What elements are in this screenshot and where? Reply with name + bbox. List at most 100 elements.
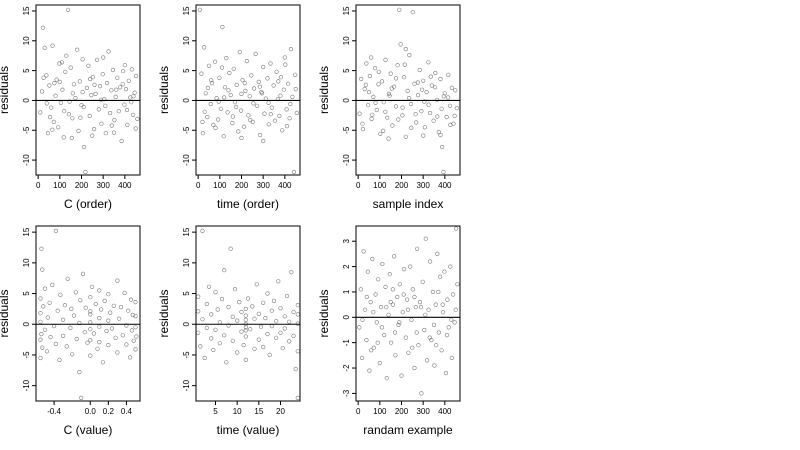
data-point bbox=[375, 340, 380, 345]
x-tick-label: 400 bbox=[438, 407, 452, 416]
data-point bbox=[60, 317, 66, 323]
data-point bbox=[358, 287, 363, 292]
data-point bbox=[222, 333, 227, 338]
data-point bbox=[405, 297, 410, 302]
data-point bbox=[278, 93, 283, 98]
data-point bbox=[131, 112, 136, 117]
data-point bbox=[224, 360, 229, 365]
data-point bbox=[439, 348, 444, 353]
data-point bbox=[294, 110, 299, 116]
data-point bbox=[123, 86, 128, 92]
data-point bbox=[395, 63, 400, 68]
data-point bbox=[109, 326, 115, 331]
data-point bbox=[286, 81, 291, 86]
data-point bbox=[413, 305, 418, 310]
data-point bbox=[200, 131, 205, 136]
data-point bbox=[44, 101, 49, 106]
data-point bbox=[237, 300, 242, 305]
data-point bbox=[63, 69, 68, 74]
data-point bbox=[417, 67, 422, 73]
data-point bbox=[357, 325, 362, 330]
data-point bbox=[430, 289, 436, 295]
data-point bbox=[106, 49, 111, 54]
x-tick-label: 300 bbox=[416, 181, 430, 190]
data-point bbox=[383, 57, 388, 63]
data-point bbox=[122, 290, 127, 296]
data-point bbox=[213, 327, 218, 332]
data-point bbox=[399, 373, 404, 378]
data-point bbox=[265, 76, 270, 81]
data-point bbox=[256, 79, 261, 84]
data-point bbox=[113, 335, 118, 340]
data-point bbox=[120, 333, 125, 338]
data-point bbox=[275, 97, 281, 102]
data-point bbox=[291, 333, 296, 339]
data-point bbox=[47, 83, 52, 88]
data-point bbox=[88, 76, 93, 82]
data-point bbox=[390, 123, 395, 128]
data-point bbox=[417, 300, 423, 305]
data-point bbox=[84, 85, 89, 90]
data-point bbox=[284, 293, 290, 299]
data-point bbox=[421, 133, 426, 138]
data-point bbox=[110, 67, 115, 73]
data-point bbox=[236, 129, 241, 134]
data-point bbox=[386, 312, 391, 317]
data-point bbox=[281, 87, 286, 92]
data-point bbox=[80, 271, 86, 277]
data-point bbox=[120, 69, 126, 74]
data-point bbox=[389, 340, 394, 345]
data-point bbox=[382, 333, 387, 338]
y-tick-label: 5 bbox=[22, 68, 31, 73]
data-point bbox=[243, 88, 248, 93]
data-point bbox=[134, 334, 139, 339]
y-tick-label: 5 bbox=[342, 68, 351, 73]
data-point bbox=[371, 310, 376, 315]
data-point bbox=[258, 132, 263, 138]
data-point bbox=[247, 94, 252, 99]
x-axis-label: time (value) bbox=[217, 423, 280, 437]
data-point bbox=[133, 325, 138, 330]
data-point bbox=[444, 114, 449, 120]
y-tick-label: 10 bbox=[182, 258, 191, 267]
data-point bbox=[271, 298, 277, 304]
data-point bbox=[426, 102, 431, 107]
x-tick-label: 400 bbox=[118, 181, 132, 190]
data-point bbox=[393, 353, 398, 358]
data-point bbox=[364, 338, 369, 343]
data-point bbox=[53, 341, 59, 347]
data-point bbox=[277, 113, 282, 118]
data-point bbox=[287, 116, 292, 121]
data-point bbox=[115, 75, 120, 80]
data-point bbox=[81, 104, 86, 110]
data-point bbox=[135, 116, 140, 121]
data-point bbox=[282, 326, 287, 331]
x-tick-label: 100 bbox=[53, 181, 67, 190]
data-point bbox=[376, 69, 381, 74]
data-point bbox=[263, 96, 268, 101]
data-point bbox=[83, 305, 88, 310]
data-point bbox=[42, 327, 48, 332]
data-point bbox=[55, 125, 61, 130]
data-point bbox=[113, 94, 118, 99]
data-point bbox=[295, 321, 300, 326]
data-point bbox=[385, 115, 390, 120]
data-point bbox=[237, 49, 242, 55]
data-point bbox=[211, 347, 216, 353]
x-tick-label: 100 bbox=[373, 181, 387, 190]
data-point bbox=[261, 344, 266, 350]
data-point bbox=[200, 228, 205, 233]
data-point bbox=[69, 306, 74, 312]
data-point bbox=[104, 328, 109, 334]
data-point bbox=[415, 92, 421, 98]
data-point bbox=[92, 82, 97, 87]
data-point bbox=[68, 65, 73, 70]
data-point bbox=[67, 99, 72, 104]
data-point bbox=[295, 395, 300, 401]
data-point bbox=[288, 101, 293, 107]
data-point bbox=[216, 117, 221, 122]
y-tick-label: 10 bbox=[182, 36, 191, 45]
data-point bbox=[441, 310, 446, 315]
data-point bbox=[125, 122, 130, 127]
x-tick-label: 0 bbox=[196, 181, 201, 190]
